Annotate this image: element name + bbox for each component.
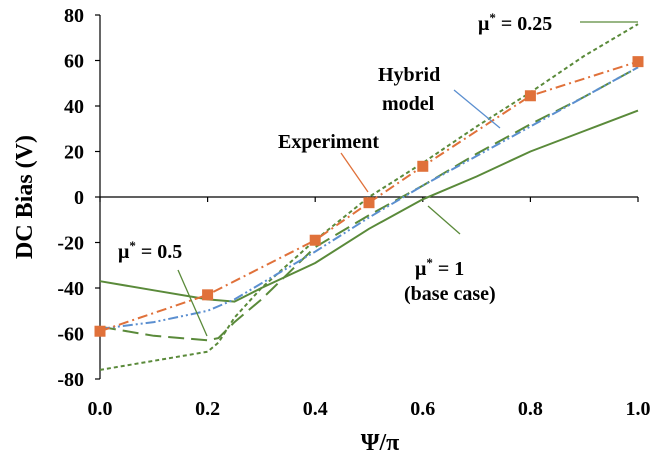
- annotation-mu-025: μ* = 0.25: [478, 10, 552, 35]
- experiment-marker: [309, 234, 321, 246]
- leader-hybrid: [453, 89, 501, 129]
- y-tick-label: -80: [57, 369, 84, 391]
- experiment-marker: [363, 197, 375, 209]
- experiment-marker: [94, 325, 106, 337]
- x-tick-label: 0.8: [518, 398, 543, 420]
- y-tick-label: 0: [74, 187, 84, 209]
- x-tick-label: 0.6: [410, 398, 435, 420]
- annotation-experiment: Experiment: [278, 131, 379, 153]
- annotation-mu-05-superscript: *: [129, 238, 136, 253]
- annotation-mu-1: μ* = 1: [415, 255, 464, 280]
- annotation-mu-05-base: μ: [118, 241, 130, 263]
- experiment-marker: [524, 90, 536, 102]
- y-axis-title: DC Bias (V): [12, 135, 38, 259]
- x-tick-label: 0.0: [88, 398, 113, 420]
- annotation-mu-025-base: μ: [478, 13, 490, 35]
- annotation-mu-1-superscript: *: [426, 255, 433, 270]
- annotation-base-case-base: (base case): [404, 283, 496, 305]
- y-tick-label: 80: [64, 5, 84, 27]
- annotation-hybrid-line1: Hybrid: [378, 64, 440, 86]
- axes: 80 60 40 20 0 -20 -40 -60 -800.0 0.2 0.4 0.6 0.8 1.0: [57, 5, 650, 420]
- experiment-marker: [417, 160, 429, 172]
- annotation-hybrid-line2-base: model: [382, 93, 435, 115]
- y-tick-label: 60: [64, 51, 84, 73]
- annotation-base-case: (base case): [404, 283, 496, 305]
- x-axis-title: Ψ/π: [361, 430, 400, 456]
- leader-mu-1: [427, 205, 461, 235]
- experiment-marker: [632, 56, 644, 68]
- annotation-mu-025-superscript: *: [489, 10, 496, 25]
- y-tick-label: 20: [64, 142, 84, 164]
- leader-mu-05: [177, 269, 208, 337]
- y-tick-label: 40: [64, 96, 84, 118]
- x-tick-label: 0.4: [303, 398, 328, 420]
- series-line-1: [99, 66, 639, 330]
- series-layer: [94, 23, 644, 371]
- annotation-experiment-base: Experiment: [278, 131, 379, 153]
- experiment-marker: [202, 289, 214, 301]
- annotation-leaders: [177, 21, 638, 337]
- annotation-mu-025-value: = 0.25: [496, 13, 552, 35]
- annotation-mu-05: μ* = 0.5: [118, 238, 182, 263]
- x-tick-label: 1.0: [626, 398, 651, 420]
- annotation-mu-1-base: μ: [415, 258, 427, 280]
- leader-experiment: [340, 152, 369, 193]
- annotation-mu-1-value: = 1: [433, 258, 464, 280]
- y-tick-label: -60: [57, 324, 84, 346]
- annotation-hybrid-line2: model: [382, 93, 435, 115]
- annotation-mu-05-value: = 0.5: [136, 241, 182, 263]
- annotation-hybrid-line1-base: Hybrid: [378, 64, 440, 86]
- y-tick-label: -40: [57, 278, 84, 300]
- y-tick-label: -20: [57, 233, 84, 255]
- x-tick-label: 0.2: [195, 398, 220, 420]
